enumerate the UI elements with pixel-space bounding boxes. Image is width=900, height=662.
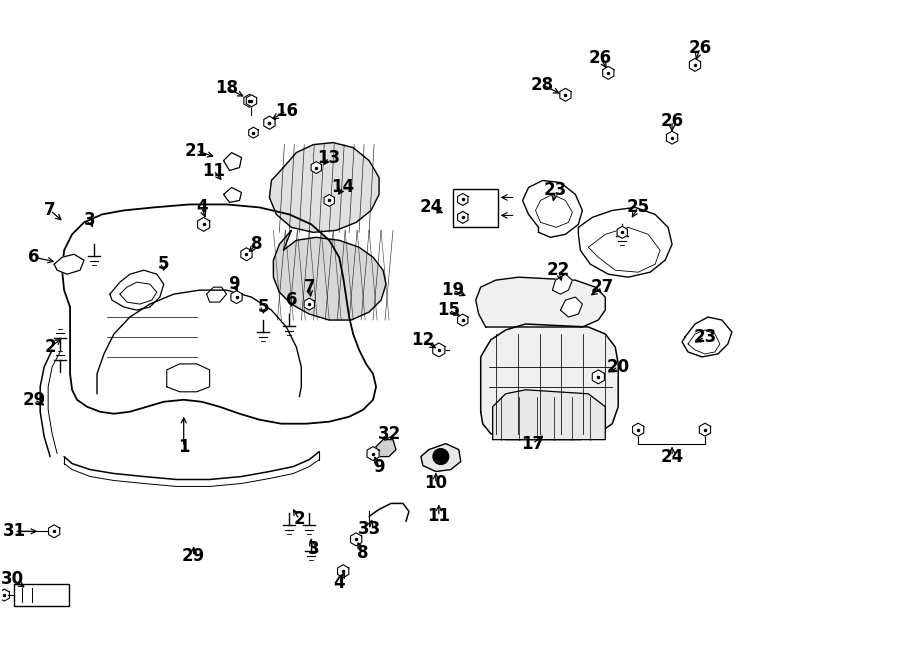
Polygon shape [311, 162, 321, 173]
Polygon shape [264, 117, 275, 129]
Polygon shape [304, 298, 314, 310]
Polygon shape [699, 423, 711, 436]
Polygon shape [682, 317, 732, 357]
Text: 8: 8 [251, 235, 262, 254]
Polygon shape [433, 343, 445, 357]
Polygon shape [0, 589, 10, 601]
Polygon shape [421, 444, 461, 471]
Circle shape [433, 449, 449, 465]
Text: 2: 2 [44, 338, 56, 356]
Text: 6: 6 [29, 248, 40, 266]
Text: 30: 30 [1, 570, 23, 588]
Text: 32: 32 [377, 424, 400, 443]
Polygon shape [350, 533, 362, 545]
Polygon shape [248, 127, 258, 138]
Text: 3: 3 [308, 540, 320, 558]
Text: 23: 23 [693, 328, 716, 346]
Polygon shape [223, 153, 241, 171]
Text: 3: 3 [85, 211, 95, 229]
Text: 11: 11 [428, 507, 450, 526]
Text: 27: 27 [590, 278, 614, 296]
Polygon shape [492, 390, 606, 440]
Polygon shape [592, 370, 605, 384]
Polygon shape [553, 274, 572, 294]
Polygon shape [244, 94, 255, 107]
Polygon shape [560, 88, 571, 101]
Text: 7: 7 [303, 278, 315, 296]
Polygon shape [62, 205, 376, 424]
Polygon shape [166, 364, 210, 392]
Text: 5: 5 [257, 298, 269, 316]
Text: 26: 26 [688, 39, 712, 57]
Polygon shape [269, 142, 379, 232]
Bar [453, 189, 498, 227]
Polygon shape [376, 440, 396, 457]
Polygon shape [457, 314, 468, 326]
Text: 29: 29 [22, 391, 46, 408]
Text: 26: 26 [589, 49, 612, 67]
Text: 4: 4 [196, 199, 208, 216]
Text: 7: 7 [44, 201, 56, 219]
Text: 5: 5 [158, 256, 169, 273]
Polygon shape [367, 447, 379, 461]
Text: 9: 9 [374, 457, 385, 475]
Polygon shape [667, 131, 678, 144]
Text: 28: 28 [531, 76, 554, 94]
Text: 4: 4 [333, 574, 345, 592]
Polygon shape [274, 230, 386, 320]
Polygon shape [481, 324, 618, 440]
Text: 29: 29 [182, 547, 205, 565]
Text: 21: 21 [185, 142, 208, 160]
Text: 25: 25 [626, 199, 650, 216]
Polygon shape [338, 565, 349, 578]
Polygon shape [579, 207, 672, 277]
Text: 23: 23 [544, 181, 567, 199]
Polygon shape [523, 181, 582, 237]
Text: 2: 2 [293, 510, 305, 528]
Polygon shape [457, 211, 468, 223]
Text: 24: 24 [661, 448, 684, 465]
Text: 10: 10 [425, 475, 447, 493]
Polygon shape [617, 226, 627, 238]
Polygon shape [207, 287, 227, 302]
Polygon shape [54, 254, 84, 274]
Text: 24: 24 [419, 199, 443, 216]
Polygon shape [689, 58, 700, 71]
Text: 18: 18 [215, 79, 238, 97]
Polygon shape [231, 291, 242, 304]
Polygon shape [198, 217, 210, 231]
Polygon shape [476, 277, 606, 327]
Text: 14: 14 [331, 179, 355, 197]
Text: 31: 31 [3, 522, 26, 540]
Text: 9: 9 [228, 275, 239, 293]
Polygon shape [49, 525, 59, 538]
Text: 6: 6 [285, 291, 297, 309]
Text: 15: 15 [437, 301, 460, 319]
Polygon shape [110, 270, 164, 310]
Polygon shape [241, 248, 252, 261]
Text: 17: 17 [521, 435, 544, 453]
Text: 13: 13 [318, 148, 341, 167]
Text: 22: 22 [547, 261, 570, 279]
Text: 12: 12 [411, 331, 435, 349]
Polygon shape [457, 193, 468, 205]
Polygon shape [264, 117, 275, 129]
Text: 8: 8 [357, 544, 369, 562]
Text: 19: 19 [441, 281, 464, 299]
Polygon shape [561, 297, 582, 317]
FancyBboxPatch shape [14, 584, 69, 606]
Text: 33: 33 [357, 520, 381, 538]
Text: 16: 16 [274, 102, 298, 120]
Text: 20: 20 [607, 358, 630, 376]
Text: 26: 26 [661, 112, 684, 130]
Polygon shape [247, 95, 256, 107]
Polygon shape [223, 187, 241, 203]
Text: 11: 11 [202, 162, 225, 179]
Text: 1: 1 [178, 438, 189, 455]
Polygon shape [603, 66, 614, 79]
Polygon shape [633, 423, 643, 436]
Polygon shape [324, 195, 335, 207]
